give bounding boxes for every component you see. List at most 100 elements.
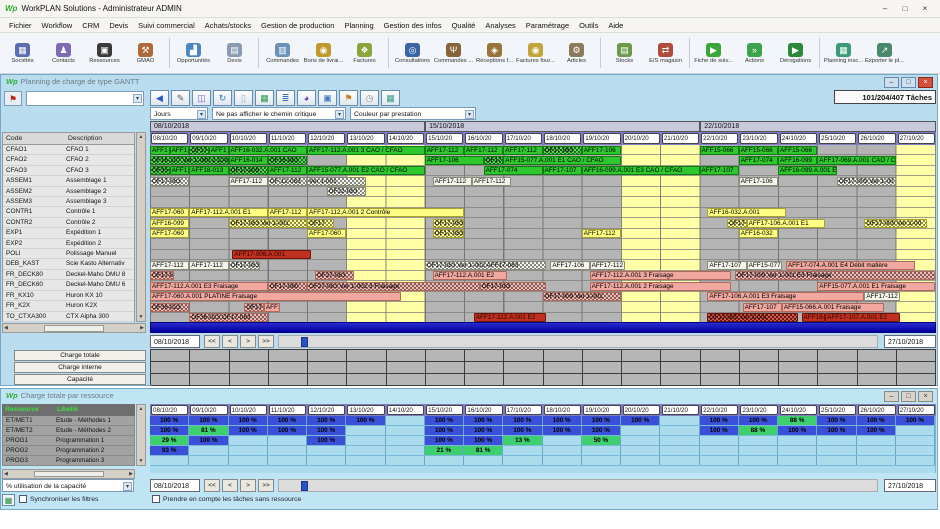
task-bar[interactable]: OF16-107 Ver 1-080 2 CAO / C	[150, 155, 229, 165]
scrollbar-thumb[interactable]	[33, 471, 104, 477]
toolbar-factures-fournisseurs-button[interactable]: ◉ Factures four...	[515, 42, 556, 64]
task-bar[interactable]: AFF18-013	[189, 166, 229, 176]
gantt-nav-next-button[interactable]: >	[240, 335, 256, 348]
scroll-left-icon[interactable]: ◀	[4, 471, 8, 477]
menu-aide[interactable]: Aide	[608, 20, 624, 30]
task-bar[interactable]: AFF1	[208, 145, 229, 155]
resource-row[interactable]: CFAO1 CFAO 1	[3, 145, 134, 156]
resource-row[interactable]: FR_DECK80 Deckel-Maho DMU 8	[3, 269, 134, 281]
load-nav-first-button[interactable]: <<	[204, 479, 220, 492]
task-bar[interactable]: OF17-009 Ver 1-00	[864, 218, 928, 228]
task-bar[interactable]: AFF17-112.A.001 2 Fraisage	[589, 281, 731, 291]
toolbar-stocks-button[interactable]: ▤ Stocks	[604, 42, 645, 64]
task-bar[interactable]: AFF17-112	[267, 166, 307, 176]
toolbar-consultations-button[interactable]: ◎ Consultations	[392, 42, 433, 64]
close-icon[interactable]: ×	[922, 4, 928, 13]
task-bar[interactable]: Ver 1-001	[307, 176, 366, 186]
toolbar-fiche-de-suivi-button[interactable]: ▶ Fiche de suiv...	[693, 42, 734, 64]
gantt-tool-edit-icon[interactable]: ✎	[171, 90, 190, 106]
task-bar[interactable]: AFF15-066.A.001 Fraisage	[781, 302, 884, 312]
task-bar[interactable]: OF17	[483, 155, 504, 165]
task-bar[interactable]: AFF17-112	[150, 260, 190, 270]
scroll-down-icon[interactable]: ▼	[138, 314, 144, 320]
gantt-tool-document-icon[interactable]: ▯	[234, 90, 253, 106]
task-bar[interactable]: AFF17-069.A.001 CAO / CFAO	[817, 155, 896, 165]
task-bar[interactable]: AFF17-112.A.001 E2	[432, 271, 508, 281]
menu-gestion-de-production[interactable]: Gestion de production	[261, 20, 335, 30]
gantt-timeline-slider[interactable]	[278, 335, 878, 348]
resource-table-vscrollbar[interactable]: ▲ ▼	[136, 132, 146, 322]
sync-filters-checkbox[interactable]: Synchroniser les filtres	[19, 495, 98, 503]
task-bar[interactable]: AFF15-077	[746, 260, 782, 270]
task-bar[interactable]: AFF17-112	[424, 145, 464, 155]
toolbar-receptions-fournisseurs-button[interactable]: ◈ Réceptions f...	[474, 42, 515, 64]
task-bar[interactable]: AFF17-106	[550, 260, 590, 270]
metric-combo[interactable]: % utilisation de la capacité ▾	[2, 479, 134, 492]
resource-row[interactable]: CFAO2 CFAO 2	[3, 155, 134, 166]
toolbar-bons-de-livraison-button[interactable]: ◉ Bons de livrai...	[303, 42, 344, 64]
resource-row[interactable]: ASSEM1 Assemblage 1	[3, 176, 134, 187]
gantt-tool-save-icon[interactable]: ◫	[192, 90, 211, 106]
scroll-down-icon[interactable]: ▼	[138, 458, 144, 464]
task-bar[interactable]: OF27-083	[314, 271, 355, 281]
task-bar[interactable]: AFF17-112	[189, 260, 229, 270]
task-bar[interactable]: OF17-083	[150, 271, 174, 281]
load-resource-row[interactable]: ET/MET1 Etude - Méthodes 1	[3, 416, 134, 426]
task-bar[interactable]: AFF15-077.A.001 E1 CAO / CFAO	[503, 155, 621, 165]
toolbar-articles-button[interactable]: ⚙ Articles	[556, 42, 597, 64]
panel-close-icon[interactable]: ×	[918, 77, 933, 88]
task-bar[interactable]: AFF17-106	[424, 155, 484, 165]
task-bar[interactable]: AFF17-112	[464, 145, 504, 155]
task-bar[interactable]: AFF17-112	[864, 292, 900, 302]
resource-row[interactable]: FR_KX10 Huron KX 10	[3, 290, 134, 302]
critical-path-combo[interactable]: Ne pas afficher le chemin critique ▾	[212, 107, 346, 120]
task-bar[interactable]: AFF17-074	[738, 155, 778, 165]
menu-outils[interactable]: Outils	[579, 20, 599, 30]
task-bar[interactable]: OF17-009	[228, 166, 268, 176]
task-bar[interactable]: OF17-083 Ver 1-002 AFF17-083	[424, 260, 547, 270]
task-bar[interactable]: OF36-023	[150, 302, 190, 312]
gantt-tool-pie-icon[interactable]: ◕	[297, 90, 316, 106]
scroll-right-icon[interactable]: ▶	[129, 471, 133, 477]
gantt-tool-list-icon[interactable]: ≣	[276, 90, 295, 106]
load-nav-last-button[interactable]: >>	[258, 479, 274, 492]
panel-minimize-icon[interactable]: –	[884, 77, 899, 88]
slider-thumb[interactable]	[301, 337, 308, 347]
task-bar[interactable]: AFF16-099.A.001 E2	[778, 166, 837, 176]
color-mode-combo[interactable]: Couleur par prestation ▾	[350, 107, 476, 120]
toolbar-derogations-button[interactable]: ▶ Dérogations	[775, 42, 816, 64]
task-bar[interactable]: OF17-005 Ver 1-001	[707, 313, 798, 323]
resource-row[interactable]: CONTR2 Contrôle 2	[3, 217, 134, 229]
task-bar[interactable]: AFF17-107	[742, 302, 782, 312]
task-bar[interactable]: AFF16-099.A.001 E3 CAO / CFAO	[581, 166, 700, 176]
minimize-icon[interactable]: –	[882, 4, 888, 13]
load-resource-row[interactable]: PROG2 Programmation 2	[3, 446, 134, 456]
task-bar[interactable]: OF17-009 Ver 1-001	[542, 292, 621, 302]
task-bar[interactable]: AFF15-077.A.001 E2 CAO / CFAO	[307, 166, 425, 176]
resource-row[interactable]: FR_K2X Huron K2X	[3, 301, 134, 312]
task-bar[interactable]: OF17-083 Ver 1-001	[228, 218, 307, 228]
scroll-up-icon[interactable]: ▲	[138, 134, 144, 140]
toolbar-societes-button[interactable]: ▦ Sociétés	[2, 42, 43, 64]
task-bar[interactable]: AFF17-106.A.001 E3 Fraisage	[707, 292, 865, 302]
toolbar-commandes-button[interactable]: ▥ Commandes	[262, 42, 303, 64]
task-bar[interactable]: OF17	[244, 302, 264, 312]
gantt-tool-flag-icon[interactable]: ⚑	[339, 90, 358, 106]
slider-thumb[interactable]	[301, 481, 308, 491]
task-bar[interactable]: OF17-083	[432, 218, 464, 228]
resource-table-hscrollbar[interactable]: ◀ ▶	[2, 323, 146, 333]
task-bar[interactable]: OF-12-083	[267, 176, 307, 186]
capacite-button[interactable]: Capacité	[14, 374, 146, 385]
panel-restore-icon[interactable]: □	[901, 77, 916, 88]
toolbar-devis-button[interactable]: ▤ Devis	[214, 42, 255, 64]
task-bar[interactable]: OF17-083	[479, 281, 547, 291]
task-bar[interactable]: AFF17-112.A.001 E3 Fraisage	[150, 281, 268, 291]
resource-row[interactable]: POLI Polissage Manuel	[3, 249, 134, 260]
gantt-date-from[interactable]: 08/10/2018	[150, 335, 200, 348]
menu-qualit[interactable]: Qualité	[451, 20, 476, 30]
task-bar[interactable]: AFF15-066	[738, 145, 778, 155]
load-date-from[interactable]: 08/10/2018	[150, 479, 200, 492]
task-bar[interactable]: OF35	[150, 166, 170, 176]
menu-fichier[interactable]: Fichier	[9, 20, 32, 30]
menu-crm[interactable]: CRM	[82, 20, 100, 30]
